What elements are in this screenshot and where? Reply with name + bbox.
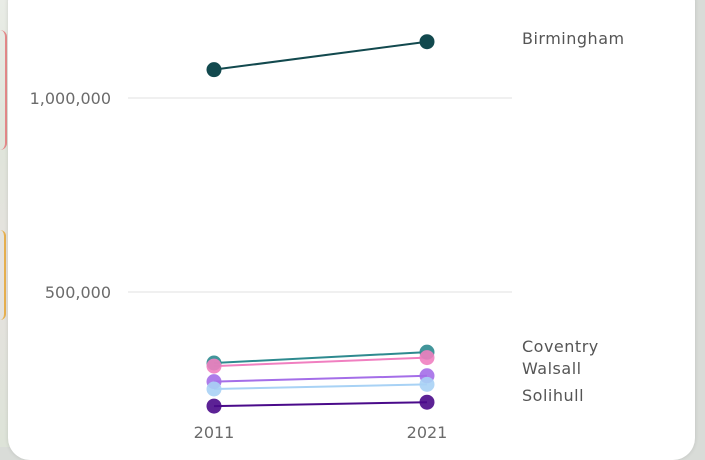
series-label-solihull: Solihull bbox=[522, 386, 584, 405]
point-solihull-2011[interactable] bbox=[206, 398, 222, 414]
population-line-chart: 500,000 1,000,000 2011 2021 Birmingham Cove… bbox=[30, 29, 625, 442]
point-solihull-2021[interactable] bbox=[419, 394, 435, 410]
x-tick-label-2011: 2011 bbox=[194, 423, 235, 442]
line-solihull bbox=[213, 401, 428, 408]
point-birmingham-2021[interactable] bbox=[419, 34, 435, 50]
y-tick-label-0: 500,000 bbox=[45, 283, 111, 302]
chart-card bbox=[8, 0, 695, 460]
point-series-2-2011[interactable] bbox=[206, 358, 222, 374]
point-birmingham-2011[interactable] bbox=[206, 62, 222, 78]
line-birmingham bbox=[213, 40, 428, 71]
x-tick-label-2021: 2021 bbox=[407, 423, 448, 442]
series-label-walsall: Walsall bbox=[522, 359, 582, 378]
line-coventry bbox=[213, 351, 428, 365]
point-series-2-2021[interactable] bbox=[419, 350, 435, 366]
line-series-2 bbox=[213, 356, 428, 368]
line-series-4 bbox=[213, 383, 428, 390]
series-label-coventry: Coventry bbox=[522, 337, 599, 356]
point-series-4-2021[interactable] bbox=[419, 376, 435, 392]
y-tick-label-1: 1,000,000 bbox=[30, 89, 111, 108]
series-label-birmingham: Birmingham bbox=[522, 29, 625, 48]
line-walsall bbox=[213, 374, 428, 383]
point-series-4-2011[interactable] bbox=[206, 381, 222, 397]
